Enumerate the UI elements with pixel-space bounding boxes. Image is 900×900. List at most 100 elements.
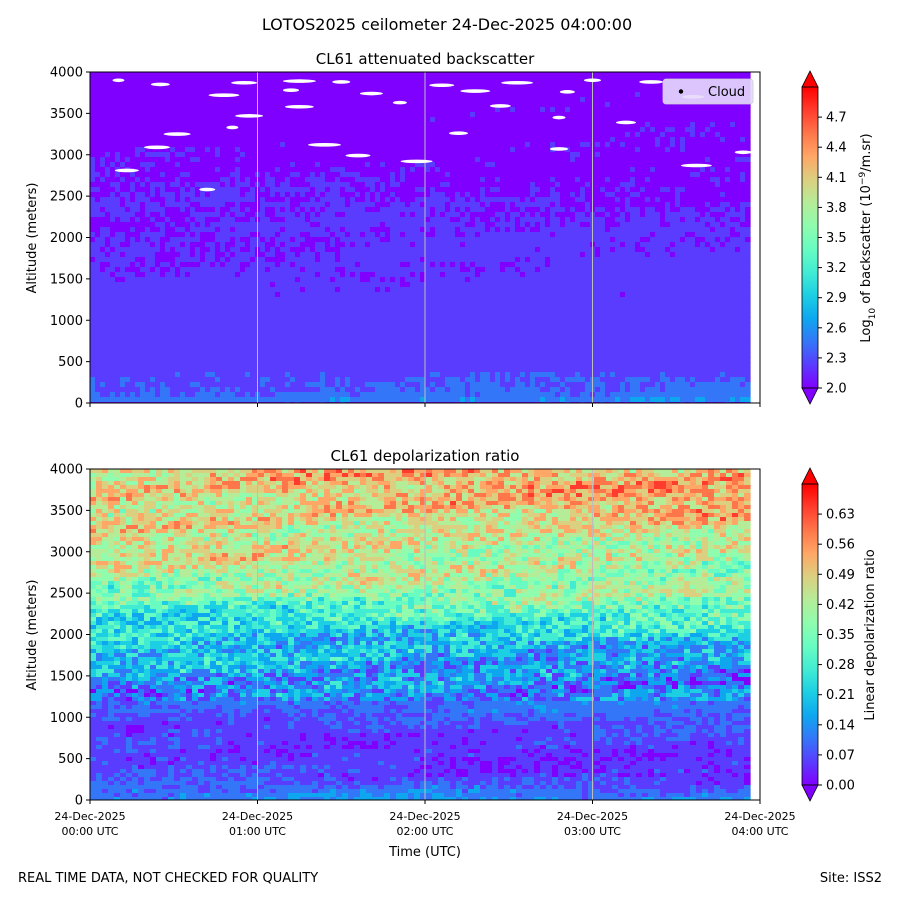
heatmap-cell bbox=[485, 232, 491, 238]
heatmap-cell bbox=[130, 247, 136, 253]
heatmap-cell bbox=[585, 247, 591, 253]
heatmap-cell bbox=[365, 102, 371, 108]
heatmap-cell bbox=[350, 162, 356, 168]
heatmap-cell bbox=[425, 97, 431, 103]
heatmap-cell bbox=[610, 207, 616, 213]
heatmap-cell bbox=[745, 137, 751, 143]
heatmap-cell bbox=[445, 72, 451, 78]
heatmap-cell bbox=[580, 172, 586, 178]
heatmap-cell bbox=[235, 82, 241, 88]
heatmap-cell bbox=[115, 172, 121, 178]
heatmap-cell bbox=[655, 157, 661, 163]
heatmap-cell bbox=[455, 247, 461, 253]
heatmap-cell bbox=[630, 257, 636, 263]
heatmap-cell bbox=[435, 137, 441, 143]
heatmap-cell bbox=[125, 107, 131, 113]
heatmap-cell bbox=[215, 252, 221, 258]
heatmap-cell bbox=[200, 202, 206, 208]
heatmap-cell bbox=[115, 92, 121, 98]
heatmap-cell bbox=[445, 127, 451, 133]
heatmap-cell bbox=[605, 197, 611, 203]
heatmap-cell bbox=[520, 132, 526, 138]
heatmap-cell bbox=[610, 77, 616, 83]
heatmap-cell bbox=[525, 227, 531, 233]
heatmap-cell bbox=[325, 82, 331, 88]
heatmap-cell bbox=[435, 252, 441, 258]
heatmap-cell bbox=[490, 172, 496, 178]
heatmap-cell bbox=[740, 117, 746, 123]
heatmap-cell bbox=[225, 152, 231, 158]
heatmap-cell bbox=[510, 142, 516, 148]
heatmap-cell bbox=[225, 157, 231, 163]
heatmap-cell bbox=[260, 97, 266, 103]
heatmap-cell bbox=[650, 137, 656, 143]
heatmap-cell bbox=[250, 227, 256, 233]
heatmap-cell bbox=[175, 182, 181, 188]
heatmap-cell bbox=[610, 177, 616, 183]
heatmap-cell bbox=[150, 122, 156, 128]
heatmap-cell bbox=[465, 242, 471, 248]
heatmap-cell bbox=[200, 92, 206, 98]
heatmap-cell bbox=[650, 222, 656, 228]
heatmap-cell bbox=[480, 222, 486, 228]
heatmap-cell bbox=[580, 117, 586, 123]
heatmap-cell bbox=[265, 157, 271, 163]
heatmap-cell bbox=[505, 112, 511, 118]
heatmap-cell bbox=[345, 172, 351, 178]
heatmap-cell bbox=[610, 142, 616, 148]
heatmap-cell bbox=[145, 77, 151, 83]
heatmap-cell bbox=[265, 72, 271, 78]
heatmap-cell bbox=[280, 112, 286, 118]
heatmap-cell bbox=[375, 137, 381, 143]
heatmap-cell bbox=[390, 257, 396, 263]
heatmap-cell bbox=[535, 242, 541, 248]
heatmap-cell bbox=[570, 197, 576, 203]
heatmap-cell bbox=[200, 152, 206, 158]
heatmap-cell bbox=[100, 142, 106, 148]
heatmap-cell bbox=[410, 227, 416, 233]
heatmap-cell bbox=[105, 177, 111, 183]
heatmap-cell bbox=[690, 167, 696, 173]
heatmap-cell bbox=[325, 202, 331, 208]
heatmap-cell bbox=[715, 187, 721, 193]
heatmap-cell bbox=[550, 177, 556, 183]
heatmap-cell bbox=[690, 102, 696, 108]
heatmap-cell bbox=[195, 172, 201, 178]
heatmap-cell bbox=[655, 127, 661, 133]
heatmap-cell bbox=[235, 182, 241, 188]
heatmap-cell bbox=[560, 257, 566, 263]
heatmap-cell bbox=[430, 127, 436, 133]
heatmap-cell bbox=[680, 102, 686, 108]
heatmap-cell bbox=[550, 167, 556, 173]
heatmap-cell bbox=[420, 112, 426, 118]
heatmap-cell bbox=[430, 117, 436, 123]
heatmap-cell bbox=[490, 202, 496, 208]
heatmap-cell bbox=[660, 187, 666, 193]
heatmap-cell bbox=[650, 227, 656, 233]
heatmap-cell bbox=[695, 152, 701, 158]
heatmap-cell bbox=[745, 122, 751, 128]
heatmap-cell bbox=[315, 222, 321, 228]
heatmap-cell bbox=[480, 197, 486, 203]
heatmap-cell bbox=[415, 117, 421, 123]
heatmap-cell bbox=[115, 127, 121, 133]
heatmap-cell bbox=[215, 237, 221, 243]
heatmap-cell bbox=[735, 222, 741, 228]
heatmap-cell bbox=[230, 237, 236, 243]
heatmap-cell bbox=[240, 257, 246, 263]
heatmap-cell bbox=[240, 162, 246, 168]
heatmap-cell bbox=[420, 137, 426, 143]
heatmap-cell bbox=[360, 127, 366, 133]
heatmap-cell bbox=[175, 87, 181, 93]
heatmap-cell bbox=[155, 202, 161, 208]
heatmap-cell bbox=[330, 192, 336, 198]
heatmap-cell bbox=[525, 172, 531, 178]
heatmap-cell bbox=[420, 102, 426, 108]
heatmap-cell bbox=[495, 247, 501, 253]
heatmap-cell bbox=[185, 142, 191, 148]
heatmap-cell bbox=[240, 237, 246, 243]
heatmap-cell bbox=[210, 227, 216, 233]
heatmap-cell bbox=[650, 177, 656, 183]
heatmap-cell bbox=[110, 142, 116, 148]
heatmap-cell bbox=[215, 177, 221, 183]
